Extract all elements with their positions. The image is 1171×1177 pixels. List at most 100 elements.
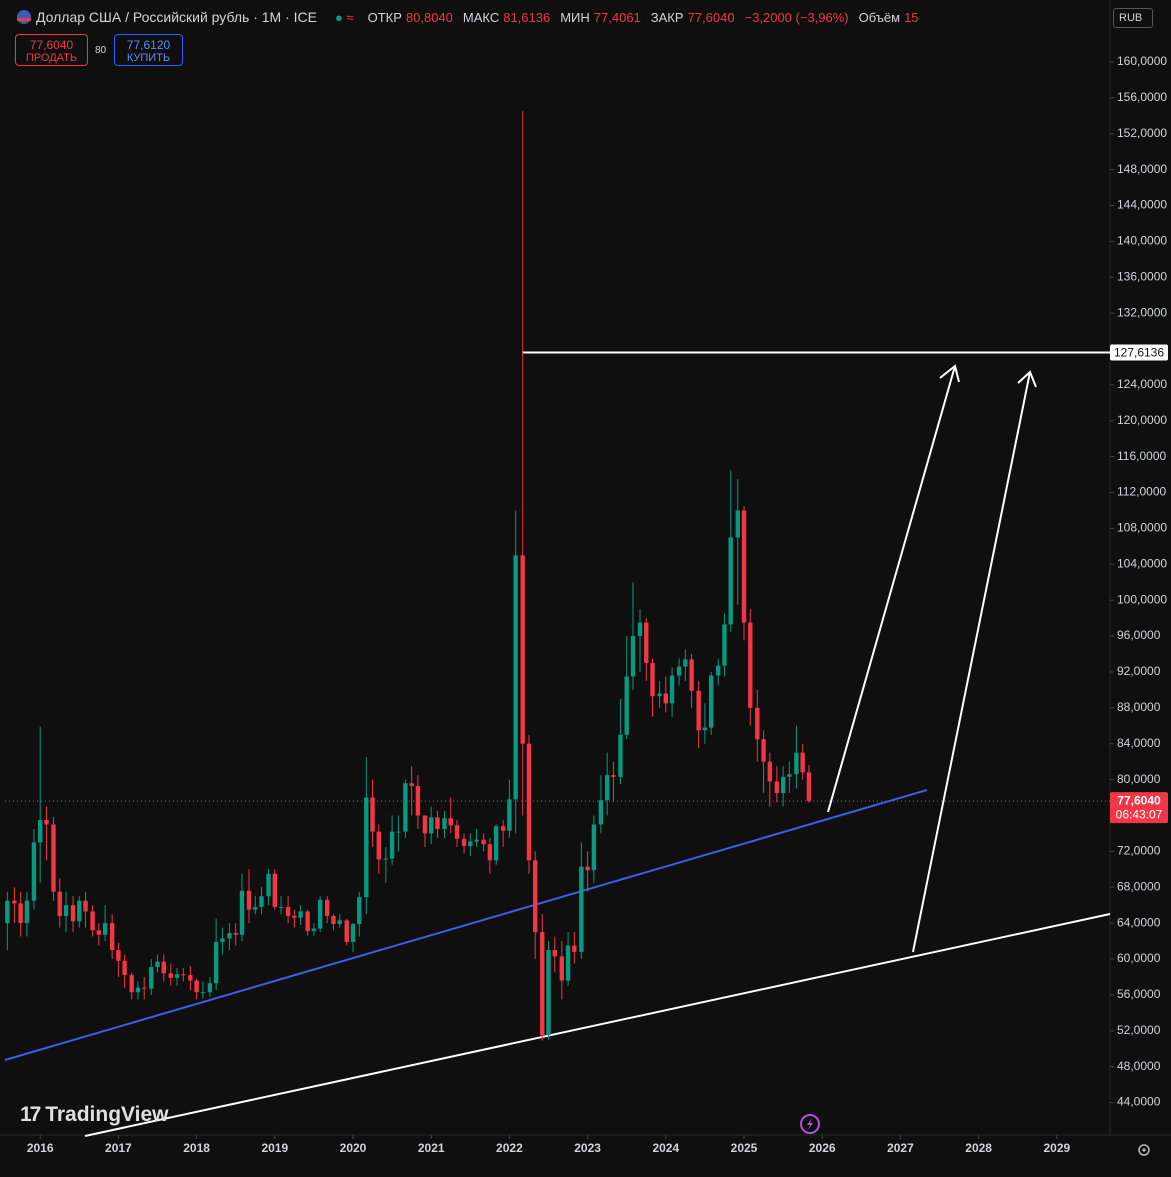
brand-logo: 17 TradingView <box>20 1103 169 1126</box>
y-tick-label: 88,0000 <box>1117 700 1161 714</box>
candle-body <box>611 775 616 777</box>
candle-body <box>155 961 160 968</box>
candle-body <box>565 945 571 981</box>
y-tick-label: 152,0000 <box>1117 126 1167 140</box>
level-label-box <box>1110 344 1168 361</box>
candle-body <box>637 622 643 637</box>
candle-body <box>70 905 76 922</box>
y-tick-label: 136,0000 <box>1117 269 1167 283</box>
trend-line <box>4 789 928 1061</box>
candle-body <box>220 938 225 942</box>
candle-body <box>5 900 10 924</box>
candle-body <box>109 923 115 951</box>
y-tick-label: 116,0000 <box>1117 449 1166 463</box>
x-tick-label: 2019 <box>261 1141 288 1155</box>
candle-body <box>507 799 512 831</box>
y-tick-label: 132,0000 <box>1117 305 1167 319</box>
candle-body <box>317 899 323 929</box>
y-tick-label: 68,0000 <box>1117 879 1161 893</box>
candle-body <box>298 911 303 918</box>
candle-body <box>716 665 721 676</box>
candle-body <box>239 890 245 935</box>
x-tick-label: 2025 <box>731 1141 758 1155</box>
y-tick-label: 48,0000 <box>1117 1059 1161 1073</box>
y-tick-label: 64,0000 <box>1117 915 1161 929</box>
currency-select[interactable]: RUB <box>1113 8 1153 28</box>
candle-body <box>481 839 486 845</box>
candle-body <box>442 818 447 829</box>
candle-body <box>90 911 95 931</box>
candle-body <box>292 915 297 918</box>
candle-body <box>526 743 532 861</box>
stat-value: 80,8040 <box>405 9 453 25</box>
candle-body <box>624 676 629 735</box>
arrow <box>827 364 1037 953</box>
x-tick-label: 2018 <box>183 1141 210 1155</box>
candle-body <box>559 956 565 981</box>
candle-body <box>500 826 506 831</box>
candle-body <box>702 727 708 731</box>
candle-body <box>337 920 342 925</box>
candle-body <box>604 775 610 801</box>
candle-body <box>272 873 277 907</box>
candle-body <box>409 783 414 786</box>
candle-body <box>194 980 199 993</box>
candle-body <box>591 824 597 871</box>
candle-body <box>259 896 264 907</box>
x-tick-label: 2028 <box>965 1141 992 1155</box>
stat-label: Объём <box>858 9 901 25</box>
candle-body <box>741 510 747 623</box>
candle-body <box>44 819 49 825</box>
stat-label: ЗАКР <box>650 9 684 25</box>
candle-body <box>552 950 557 957</box>
flash-icon[interactable] <box>800 1114 820 1134</box>
candle-body <box>31 842 37 901</box>
candle-body <box>748 622 753 708</box>
y-tick-label: 100,0000 <box>1117 592 1167 606</box>
candle-body <box>364 797 369 898</box>
x-tick-label: 2020 <box>340 1141 367 1155</box>
flag-icon <box>17 10 31 24</box>
candle-body <box>650 662 655 697</box>
candle-body <box>57 891 62 916</box>
settings-icon[interactable] <box>1138 1144 1150 1156</box>
candle-body <box>474 839 479 842</box>
candle-body <box>51 824 56 892</box>
header: Доллар США / Российский рубль · 1M · ICE… <box>16 9 925 25</box>
y-tick-label: 44,0000 <box>1117 1095 1161 1109</box>
level-label: 127,6136 <box>1114 346 1164 360</box>
sell-button[interactable]: 77,6040 ПРОДАТЬ <box>15 34 88 66</box>
candle-body <box>24 900 30 924</box>
candle-body <box>188 975 193 981</box>
candle-body <box>774 781 780 794</box>
candle-body <box>77 900 82 922</box>
candle-body <box>787 774 792 777</box>
x-tick-label: 2021 <box>418 1141 445 1155</box>
y-tick-label: 148,0000 <box>1117 162 1167 176</box>
candle-body <box>598 800 604 825</box>
buy-button[interactable]: 77,6120 КУПИТЬ <box>114 34 183 66</box>
candle-body <box>520 555 525 744</box>
candle-body <box>200 992 206 994</box>
candle-body <box>63 905 69 916</box>
y-tick-label: 112,0000 <box>1117 485 1166 499</box>
candle-body <box>83 900 88 912</box>
y-tick-label: 72,0000 <box>1117 844 1161 858</box>
candle-body <box>487 844 493 861</box>
candle-body <box>122 960 127 976</box>
candle-body <box>755 707 760 740</box>
x-tick-label: 2017 <box>105 1141 132 1155</box>
candle-body <box>253 906 258 910</box>
y-tick-label: 92,0000 <box>1117 664 1161 678</box>
candle-body <box>207 983 213 993</box>
y-tick-label: 80,0000 <box>1117 772 1161 786</box>
x-tick-label: 2023 <box>574 1141 601 1155</box>
candle-body <box>311 928 317 932</box>
candle-body <box>780 776 786 794</box>
candle-body <box>344 920 349 942</box>
candle-body <box>266 873 271 897</box>
candle-body <box>116 950 121 961</box>
candle-body <box>761 739 766 762</box>
candle-body <box>324 899 330 916</box>
candle-body <box>800 752 805 773</box>
